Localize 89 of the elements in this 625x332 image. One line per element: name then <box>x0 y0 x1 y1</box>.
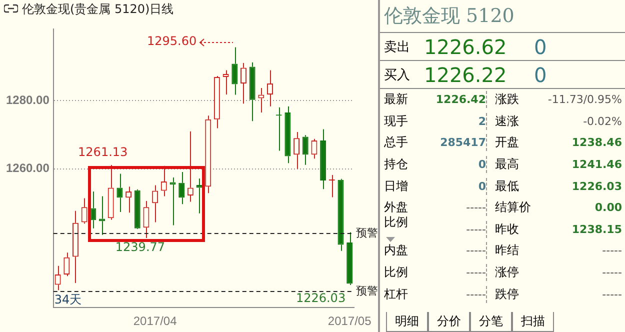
text: 涨停 <box>486 264 546 282</box>
text: 扫描 <box>512 312 554 332</box>
text: 跌停 <box>486 286 546 303</box>
text: 1226.42 <box>434 93 486 106</box>
candlestick <box>232 46 238 96</box>
text: 卖出 <box>383 38 411 56</box>
text: 1226.03 <box>570 180 622 193</box>
text: 外盘 <box>384 199 409 216</box>
text: 最低 <box>486 178 546 195</box>
text: 伦敦金现 5120 <box>383 4 516 29</box>
text: 0 <box>534 34 547 58</box>
candlestick <box>152 184 158 223</box>
candlestick <box>90 190 96 229</box>
candlestick <box>328 174 335 198</box>
text: ----- <box>601 288 622 301</box>
text: 1226.62 <box>424 34 508 58</box>
candlestick <box>346 232 353 286</box>
text: 持仓 <box>384 156 409 174</box>
text: -11.73/0.95% <box>546 93 622 106</box>
text: ----- <box>465 222 486 236</box>
text: 分笔 <box>470 312 512 332</box>
text: 0.00 <box>594 201 622 214</box>
candlestick <box>240 62 246 104</box>
candlestick <box>214 76 220 129</box>
x-tick-label: 2017/04 <box>133 314 178 328</box>
text: 开盘 <box>486 134 546 152</box>
ref-line-label: 预警 <box>356 226 378 240</box>
text: 285417 <box>439 136 486 150</box>
candlestick <box>267 70 273 107</box>
x-tick-label: 2017/05 <box>328 314 372 328</box>
text: 0 <box>534 62 547 86</box>
text: 比例 <box>384 264 409 282</box>
text: 现手 <box>384 112 409 130</box>
text: 总手 <box>384 134 409 152</box>
annotation: 1239.77 <box>115 240 166 254</box>
candlestick <box>64 252 70 277</box>
text: 1238.15 <box>570 222 622 236</box>
candlestick <box>320 128 326 190</box>
text: ----- <box>465 201 486 214</box>
text: 买入 <box>383 66 411 84</box>
text: ----- <box>601 244 622 258</box>
text: 内盘 <box>384 242 409 260</box>
text: 0 <box>477 158 486 172</box>
candlestick <box>54 265 61 291</box>
text: ----- <box>465 266 486 280</box>
text: ----- <box>601 266 622 280</box>
text: 昨收 <box>486 220 546 238</box>
text: 昨结 <box>486 242 546 260</box>
candlestick <box>294 132 300 170</box>
text: 日增 <box>384 178 409 195</box>
text: 1238.46 <box>570 136 622 150</box>
annotation: 1226.03 <box>296 291 346 306</box>
candlestick <box>170 176 176 226</box>
candlestick <box>249 62 256 122</box>
text: 结算价 <box>486 199 546 216</box>
y-tick-label: 1280.00 <box>6 92 50 107</box>
text: 涨跌 <box>486 91 546 108</box>
candlestick <box>116 173 123 212</box>
text: 比例 <box>384 214 409 231</box>
annotation: 1261.13 <box>78 145 128 160</box>
ref-line-label: 预警 <box>356 284 378 298</box>
chart-title: 伦敦金现(贵金属 5120)日线 <box>22 1 174 18</box>
text: 1241.46 <box>570 158 622 172</box>
candlestick <box>81 198 88 224</box>
candlestick <box>222 70 229 95</box>
text: 杠杆 <box>384 286 409 303</box>
candlestick <box>205 115 212 194</box>
y-tick-label: 1260.00 <box>6 161 50 176</box>
text: 速涨 <box>486 112 546 130</box>
text: 分价 <box>428 312 470 332</box>
text: ----- <box>465 288 486 301</box>
candlestick <box>178 171 185 205</box>
candlestick <box>134 188 140 228</box>
text: 0 <box>477 180 486 193</box>
text: 最新 <box>384 91 409 108</box>
text: -0.02% <box>582 114 622 128</box>
candlestick <box>143 200 150 239</box>
text: 最高 <box>486 156 546 174</box>
annotation: 1295.60 <box>147 34 197 48</box>
text: ----- <box>465 244 486 258</box>
text: 2 <box>477 114 486 128</box>
text: 1226.22 <box>424 62 508 86</box>
candlestick <box>311 138 318 160</box>
candlestick <box>302 134 308 166</box>
annotation: 34天 <box>54 292 82 307</box>
text: 明细 <box>386 312 428 332</box>
candlestick <box>284 106 291 164</box>
candlestick <box>72 210 78 284</box>
candlestick <box>108 164 114 220</box>
